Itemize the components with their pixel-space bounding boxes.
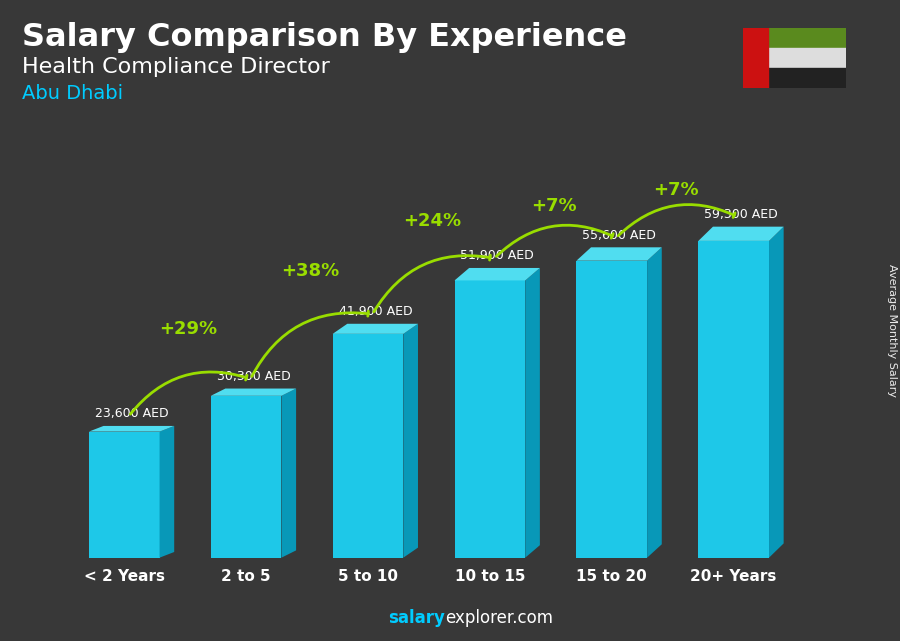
Polygon shape [89,426,175,431]
Bar [742,28,769,88]
Text: 23,600 AED: 23,600 AED [94,407,168,420]
Text: Salary Comparison By Experience: Salary Comparison By Experience [22,22,627,53]
Text: 55,600 AED: 55,600 AED [582,229,656,242]
Text: +7%: +7% [531,197,577,215]
Text: 30,300 AED: 30,300 AED [217,370,291,383]
Polygon shape [282,388,296,558]
Text: explorer.com: explorer.com [445,609,553,627]
Text: 51,900 AED: 51,900 AED [460,249,534,262]
Text: +38%: +38% [281,262,339,280]
Polygon shape [698,241,769,558]
Polygon shape [647,247,662,558]
Polygon shape [454,281,526,558]
Bar [769,68,846,88]
Text: +24%: +24% [403,212,461,230]
Text: Average Monthly Salary: Average Monthly Salary [887,265,897,397]
Polygon shape [698,227,784,241]
Polygon shape [403,324,418,558]
Polygon shape [89,431,159,558]
Text: 41,900 AED: 41,900 AED [338,305,412,318]
Polygon shape [333,324,418,334]
Text: Abu Dhabi: Abu Dhabi [22,84,123,103]
Text: 59,300 AED: 59,300 AED [704,208,778,221]
Bar [769,28,846,48]
Text: +7%: +7% [652,181,698,199]
Polygon shape [211,388,296,395]
Bar [769,48,846,68]
Polygon shape [526,268,540,558]
Polygon shape [769,227,784,558]
Polygon shape [576,247,662,261]
Polygon shape [159,426,175,558]
Polygon shape [333,334,403,558]
Text: Health Compliance Director: Health Compliance Director [22,57,330,77]
Polygon shape [454,268,540,281]
Text: +29%: +29% [159,320,217,338]
Polygon shape [576,261,647,558]
Polygon shape [211,395,282,558]
Text: salary: salary [388,609,445,627]
